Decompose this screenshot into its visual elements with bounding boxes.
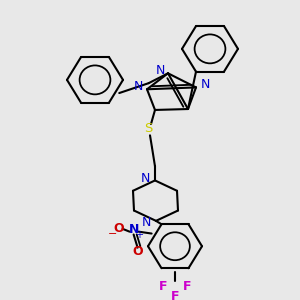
Text: −: − bbox=[108, 230, 117, 239]
Text: +: + bbox=[135, 230, 142, 240]
Text: O: O bbox=[132, 245, 143, 258]
Text: N: N bbox=[155, 64, 165, 77]
Text: O: O bbox=[113, 222, 124, 235]
Text: F: F bbox=[159, 280, 167, 293]
Text: S: S bbox=[144, 122, 152, 135]
Text: F: F bbox=[171, 290, 179, 300]
Text: N: N bbox=[141, 216, 151, 229]
Text: N: N bbox=[128, 223, 139, 236]
Text: N: N bbox=[200, 78, 210, 91]
Text: N: N bbox=[133, 80, 143, 93]
Text: N: N bbox=[140, 172, 150, 185]
Text: F: F bbox=[183, 280, 191, 293]
